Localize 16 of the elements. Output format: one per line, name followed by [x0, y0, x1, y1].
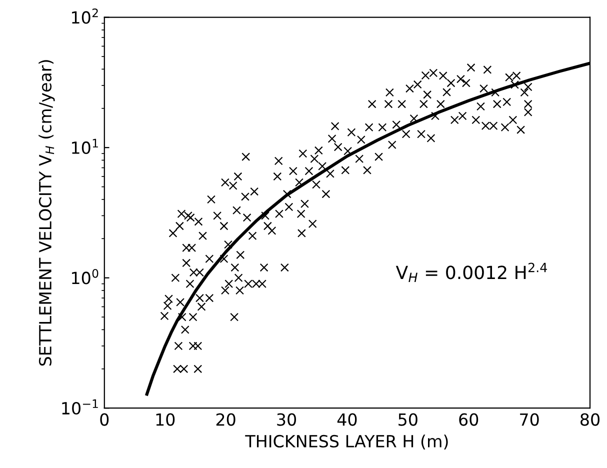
y-tick-label: 10$^{0}$	[72, 269, 98, 284]
annotation: V$_{H}$ = 0.0012 H$^{2.4}$	[396, 262, 547, 282]
y-tick-label: 10$^{1}$	[72, 138, 98, 154]
x-tick-label: 80	[580, 413, 600, 426]
x-tick-label: 0	[100, 413, 109, 426]
x-tick-label: 70	[520, 413, 539, 426]
x-axis-title: THICKNESS LAYER H (m)	[245, 434, 448, 450]
x-tick-label: 10	[156, 413, 175, 426]
x-tick-label: 20	[216, 413, 236, 426]
y-tick-label: 10$^{2}$	[72, 8, 98, 24]
x-tick-label: 50	[398, 413, 418, 426]
x-tick-label: 30	[277, 413, 296, 426]
y-axis-title: SETTLEMENT VELOCITY V$_{H}$ (cm/year)	[38, 60, 55, 366]
x-tick-label: 40	[337, 413, 357, 426]
x-tick-label: 60	[459, 413, 478, 426]
y-tick-label: 10$^{−1}$	[62, 399, 98, 415]
